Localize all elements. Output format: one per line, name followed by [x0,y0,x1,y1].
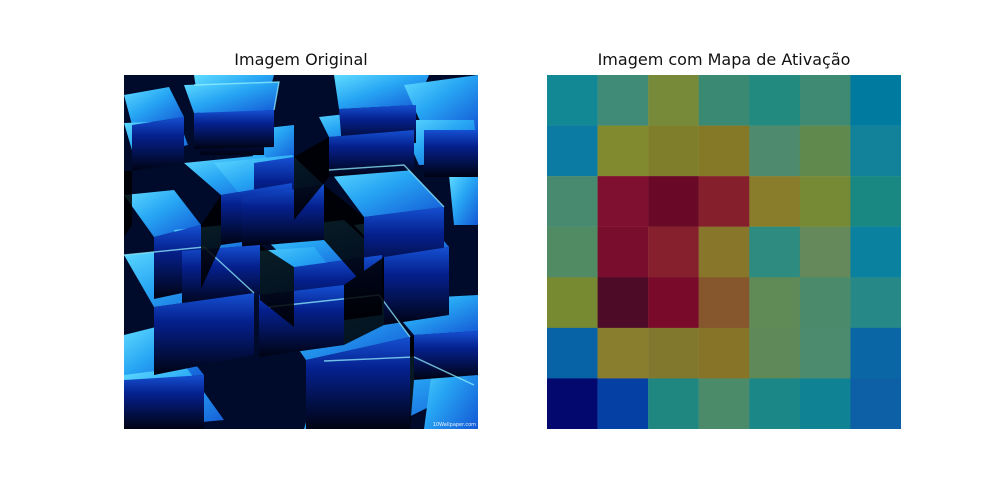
heatmap-cell [799,75,851,126]
heatmap-cell [749,176,801,227]
heatmap-cell [547,176,598,227]
bottom-watermark: 10Wallpaper.com [432,422,476,428]
abstract-cube-image [124,75,478,429]
heatmap-cell [648,226,699,278]
heatmap-cell [850,277,901,329]
heatmap-cell [698,327,750,379]
heatmap-cell [698,125,750,177]
activation-map-image [547,75,901,429]
heatmap-cell [850,176,901,227]
heatmap-cell [799,327,851,379]
heatmap-cell [799,125,851,177]
heatmap-cell [698,75,750,126]
original-image: 10Wallpaper.com 10Wallpaper.com [124,75,478,429]
heatmap-cell [597,75,649,126]
heatmap-cell [597,125,649,177]
heatmap-cell [547,378,598,429]
heatmap-cell [698,226,750,278]
heatmap-cell [850,125,901,177]
heatmap-cell [850,378,901,429]
heatmap-cell [597,176,649,227]
heatmap-cell [547,75,598,126]
heatmap-cell [698,277,750,329]
heatmap-cell [749,277,801,329]
heatmap-cell [547,226,598,278]
heatmap-cell [597,277,649,329]
heatmap-cell [547,277,598,329]
heatmap-cell [648,125,699,177]
heatmap-cell [749,327,801,379]
heatmap-cell [749,75,801,126]
heatmap-cell [799,277,851,329]
heatmap-cell [547,327,598,379]
heatmap-cell [648,176,699,227]
heatmap-cell [850,75,901,126]
heatmap-cell [799,176,851,227]
heatmap-cell [648,327,699,379]
heatmap-cell [698,378,750,429]
activation-heatmap [547,75,901,429]
heatmap-cell [749,378,801,429]
heatmap-cell [547,125,598,177]
heatmap-cell [597,226,649,278]
heatmap-cell [597,378,649,429]
heatmap-cell [698,176,750,227]
heatmap-cell [597,327,649,379]
heatmap-cell [648,75,699,126]
heatmap-cell [850,327,901,379]
heatmap-cell [648,378,699,429]
heatmap-cell [799,378,851,429]
heatmap-cell [850,226,901,278]
original-image-title: Imagem Original [234,50,368,69]
heatmap-cell [749,226,801,278]
heatmap-cell [799,226,851,278]
heatmap-cell [749,125,801,177]
activation-map-title: Imagem com Mapa de Ativação [597,50,851,69]
heatmap-cell [648,277,699,329]
